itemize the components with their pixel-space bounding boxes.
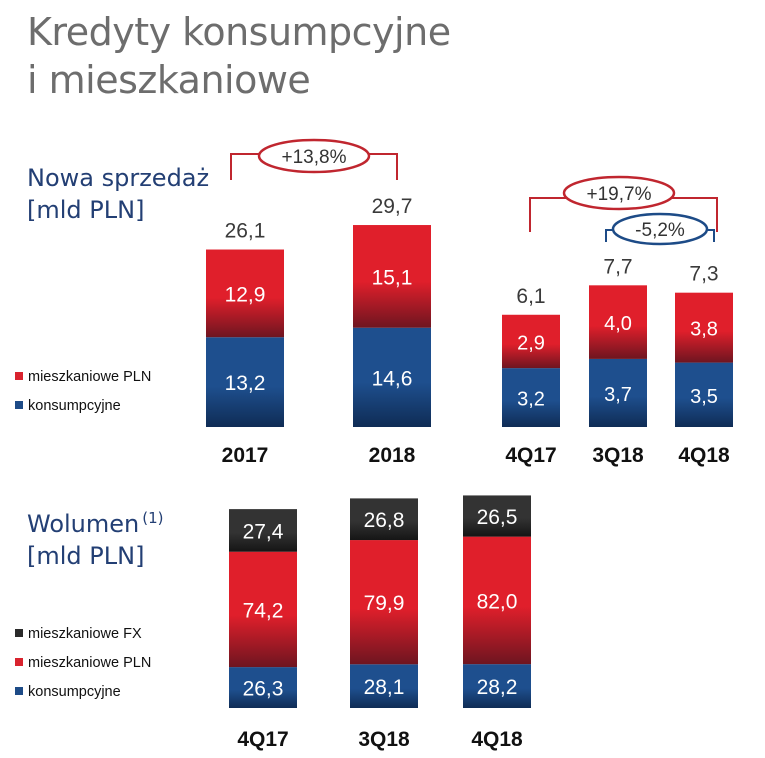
volume-label-text: Wolumen — [27, 510, 140, 538]
bar-consumer-2018 — [353, 327, 431, 427]
legend-swatch-consumer — [15, 401, 23, 409]
category-label-2018: 2018 — [369, 444, 416, 467]
value-label-consumer-3q18: 28,1 — [364, 676, 405, 699]
value-label-consumer-4q18: 28,2 — [477, 676, 518, 699]
legend-swatch-mortgage-fx — [15, 629, 23, 637]
value-label-mortgage-fx-4q18: 26,5 — [477, 506, 518, 529]
total-label-2018: 29,7 — [372, 195, 413, 218]
legend-label-mortgage-pln: mieszkaniowe PLN — [28, 369, 151, 385]
page-title: Kredyty konsumpcyjne i mieszkaniowe — [27, 8, 451, 104]
category-label-3q18: 3Q18 — [358, 728, 410, 751]
growth-annual-text: +13,8% — [282, 147, 347, 168]
category-label-3q18: 3Q18 — [592, 444, 644, 467]
bar-consumer-3q18 — [589, 358, 647, 427]
value-label-consumer-2017: 13,2 — [225, 372, 266, 395]
value-label-mortgage-pln-4q18: 3,8 — [690, 319, 718, 341]
bar-consumer-4q18 — [675, 362, 733, 427]
legend-label-mortgage-pln: mieszkaniowe PLN — [28, 655, 151, 671]
bar-mortgage-fx-4q17 — [229, 509, 297, 552]
total-label-3q18: 7,7 — [603, 255, 632, 278]
value-label-mortgage-fx-3q18: 26,8 — [364, 509, 405, 532]
new-sales-label-line-2: [mld PLN] — [27, 196, 145, 224]
category-label-4q17: 4Q17 — [237, 728, 288, 751]
value-label-consumer-2018: 14,6 — [372, 367, 413, 390]
value-label-mortgage-pln-4q18: 82,0 — [477, 590, 518, 613]
volume-label: Wolumen (1) [mld PLN] — [27, 502, 164, 572]
bar-mortgage-pln-2018 — [353, 225, 431, 328]
value-label-consumer-4q18: 3,5 — [690, 386, 718, 408]
growth-yoy-text: +19,7% — [587, 184, 652, 205]
growth-qoq-badge — [611, 212, 709, 246]
value-label-consumer-3q18: 3,7 — [604, 384, 632, 406]
growth-annual-badge — [257, 138, 371, 174]
total-label-4q17: 6,1 — [516, 285, 545, 308]
growth-qoq-text: -5,2% — [635, 220, 685, 241]
value-label-mortgage-pln-2017: 12,9 — [225, 283, 266, 306]
category-label-4q17: 4Q17 — [505, 444, 556, 467]
growth-yoy-badge — [562, 175, 676, 211]
bar-mortgage-fx-3q18 — [350, 498, 418, 541]
bar-mortgage-pln-2017 — [206, 249, 284, 338]
category-label-2017: 2017 — [222, 444, 269, 467]
new-sales-label: Nowa sprzedaż [mld PLN] — [27, 162, 209, 226]
category-label-4q18: 4Q18 — [471, 728, 523, 751]
bar-mortgage-pln-4q17 — [502, 314, 560, 369]
value-label-mortgage-pln-4q17: 74,2 — [243, 599, 284, 622]
volume-label-line-1: Wolumen (1) — [27, 502, 164, 540]
bar-consumer-4q18 — [463, 664, 531, 708]
value-label-mortgage-pln-4q17: 2,9 — [517, 332, 545, 354]
value-label-mortgage-fx-4q17: 27,4 — [243, 520, 284, 543]
bar-mortgage-fx-4q18 — [463, 495, 531, 537]
value-label-mortgage-pln-2018: 15,1 — [372, 266, 413, 289]
legend-label-consumer: konsumpcyjne — [28, 398, 121, 414]
category-label-4q18: 4Q18 — [678, 444, 730, 467]
bar-mortgage-pln-3q18 — [350, 540, 418, 665]
bar-consumer-4q17 — [229, 667, 297, 708]
footnote-marker: (1) — [142, 509, 164, 527]
page-title-line-2: i mieszkaniowe — [27, 58, 311, 102]
total-label-4q18: 7,3 — [689, 263, 718, 286]
volume-label-line-2: [mld PLN] — [27, 542, 145, 570]
bar-mortgage-pln-3q18 — [589, 285, 647, 359]
new-sales-label-line-1: Nowa sprzedaż — [27, 164, 210, 192]
value-label-consumer-4q17: 26,3 — [243, 678, 284, 701]
page-title-line-1: Kredyty konsumpcyjne — [27, 10, 451, 54]
total-label-2017: 26,1 — [225, 220, 266, 243]
bar-mortgage-pln-4q18 — [675, 292, 733, 363]
legend-label-mortgage-fx: mieszkaniowe FX — [28, 626, 142, 642]
value-label-consumer-4q17: 3,2 — [517, 389, 545, 411]
legend-label-consumer: konsumpcyjne — [28, 684, 121, 700]
bar-mortgage-pln-4q18 — [463, 536, 531, 665]
bar-consumer-2017 — [206, 337, 284, 427]
legend-swatch-consumer — [15, 687, 23, 695]
bar-consumer-4q17 — [502, 368, 560, 427]
value-label-mortgage-pln-3q18: 79,9 — [364, 592, 405, 615]
bar-mortgage-pln-4q17 — [229, 551, 297, 668]
legend-swatch-mortgage-pln — [15, 658, 23, 666]
bar-consumer-3q18 — [350, 664, 418, 708]
legend-swatch-mortgage-pln — [15, 372, 23, 380]
value-label-mortgage-pln-3q18: 4,0 — [604, 313, 632, 335]
